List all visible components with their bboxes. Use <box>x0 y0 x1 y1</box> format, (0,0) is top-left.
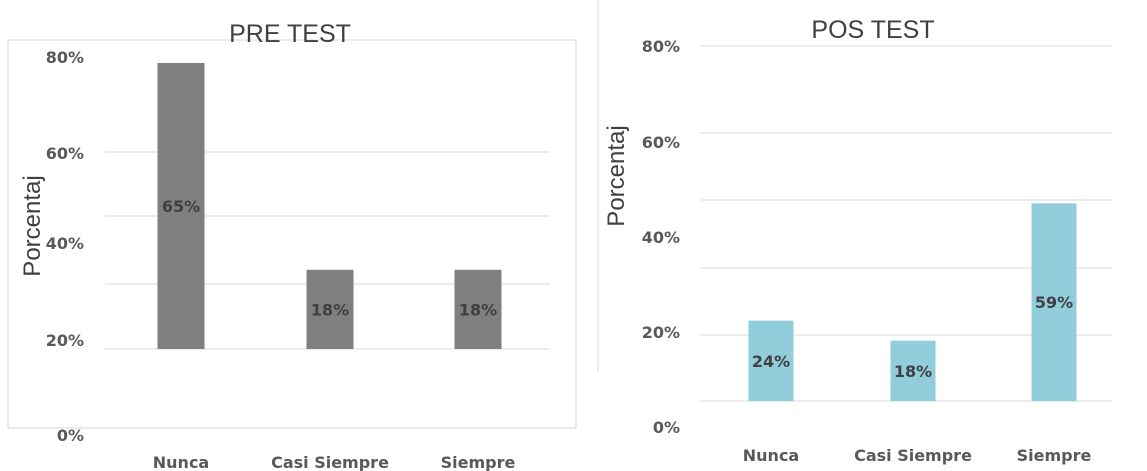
pos-test-y-tick-0: 0% <box>653 418 680 437</box>
pos-test-y-ticks: 0% 20% 40% 60% 80% <box>642 37 680 437</box>
pos-test-y-axis-label: Porcentaj <box>603 125 630 226</box>
pre-test-title: PRE TEST <box>229 20 351 48</box>
pre-test-y-axis-label: Porcentaj <box>19 175 46 276</box>
pre-test-categories: Nunca Casi Siempre Siempre <box>153 453 516 471</box>
pre-test-y-tick-80: 80% <box>46 48 84 67</box>
pre-test-category-nunca: Nunca <box>153 453 209 471</box>
pre-test-frame <box>7 39 577 429</box>
pos-test-chart: 24% 18% 59% POS TEST Porcentaj 0% 20% 40% … <box>597 0 1112 465</box>
pre-test-y-ticks: 0% 20% 40% 60% 80% <box>46 48 84 445</box>
pre-test-bar-nunca <box>157 63 205 349</box>
pos-test-y-tick-20: 20% <box>642 323 680 342</box>
pos-test-bar-casi-siempre <box>890 340 936 401</box>
pos-test-bars: 24% 18% 59% <box>748 203 1077 401</box>
pre-test-y-tick-0: 0% <box>57 426 84 445</box>
pos-test-data-label-siempre: 59% <box>1035 293 1073 312</box>
pre-test-bar-siempre <box>454 269 502 349</box>
pos-test-y-tick-40: 40% <box>642 228 680 247</box>
pre-test-category-casi-siempre: Casi Siempre <box>271 453 389 471</box>
pos-test-data-label-casi-siempre: 18% <box>894 362 932 381</box>
pos-test-category-nunca: Nunca <box>743 446 799 465</box>
pos-test-categories: Nunca Casi Siempre Siempre <box>743 446 1092 465</box>
pos-test-bar-nunca <box>748 320 794 401</box>
pre-test-bar-casi-siempre <box>306 269 354 349</box>
pre-test-data-label-nunca: 65% <box>162 197 200 216</box>
pos-test-category-siempre: Siempre <box>1017 446 1092 465</box>
pre-test-y-tick-40: 40% <box>46 234 84 253</box>
pre-test-data-label-casi-siempre: 18% <box>311 300 349 319</box>
pos-test-category-casi-siempre: Casi Siempre <box>854 446 972 465</box>
pre-test-bars: 65% 18% 18% <box>157 63 502 349</box>
pos-test-data-label-nunca: 24% <box>752 352 790 371</box>
pre-test-y-tick-60: 60% <box>46 144 84 163</box>
pos-test-title: POS TEST <box>811 16 934 44</box>
pos-test-bar-siempre <box>1031 203 1077 401</box>
pre-test-data-label-siempre: 18% <box>459 300 497 319</box>
pos-test-y-tick-60: 60% <box>642 133 680 152</box>
pos-test-y-tick-80: 80% <box>642 37 680 56</box>
pre-test-y-tick-20: 20% <box>46 331 84 350</box>
pre-test-chart: 65% 18% 18% PRE TEST Porcentaj 0% 20% 40% … <box>7 20 577 471</box>
pre-test-category-siempre: Siempre <box>441 453 516 471</box>
